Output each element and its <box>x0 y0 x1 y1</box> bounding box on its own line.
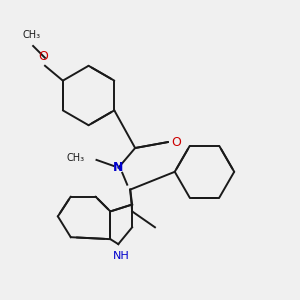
Text: CH₃: CH₃ <box>22 30 40 40</box>
Text: O: O <box>171 136 181 148</box>
Text: CH₃: CH₃ <box>67 153 85 163</box>
Text: NH: NH <box>113 251 130 261</box>
Text: O: O <box>38 50 48 63</box>
Text: N: N <box>113 161 124 174</box>
